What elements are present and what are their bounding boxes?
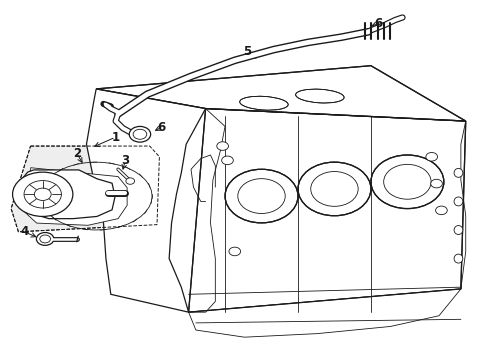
Circle shape: [216, 142, 228, 150]
Circle shape: [370, 155, 443, 208]
Ellipse shape: [453, 168, 462, 177]
Text: 4: 4: [20, 225, 28, 238]
Circle shape: [430, 179, 442, 188]
Circle shape: [40, 235, 50, 243]
Polygon shape: [11, 146, 159, 232]
Circle shape: [36, 233, 54, 246]
Ellipse shape: [453, 226, 462, 234]
Circle shape: [221, 156, 233, 165]
Ellipse shape: [453, 197, 462, 206]
Text: 2: 2: [73, 147, 81, 160]
Circle shape: [129, 126, 150, 142]
Ellipse shape: [295, 89, 344, 103]
Text: 1: 1: [111, 131, 120, 144]
Circle shape: [13, 172, 73, 216]
Circle shape: [224, 169, 297, 223]
Polygon shape: [188, 289, 460, 337]
Circle shape: [228, 247, 240, 256]
Polygon shape: [188, 109, 465, 312]
Polygon shape: [21, 168, 127, 225]
Circle shape: [34, 188, 51, 201]
Circle shape: [297, 162, 370, 216]
Circle shape: [425, 153, 437, 161]
Circle shape: [133, 129, 146, 139]
Polygon shape: [96, 66, 465, 121]
Ellipse shape: [239, 96, 287, 110]
Text: 6: 6: [158, 121, 165, 134]
Text: 3: 3: [121, 154, 129, 167]
Text: 5: 5: [243, 45, 250, 58]
Polygon shape: [19, 170, 115, 219]
Circle shape: [24, 181, 61, 208]
Text: 6: 6: [373, 17, 382, 30]
Circle shape: [435, 206, 447, 215]
Ellipse shape: [453, 254, 462, 263]
Polygon shape: [86, 89, 205, 312]
Circle shape: [125, 178, 134, 184]
